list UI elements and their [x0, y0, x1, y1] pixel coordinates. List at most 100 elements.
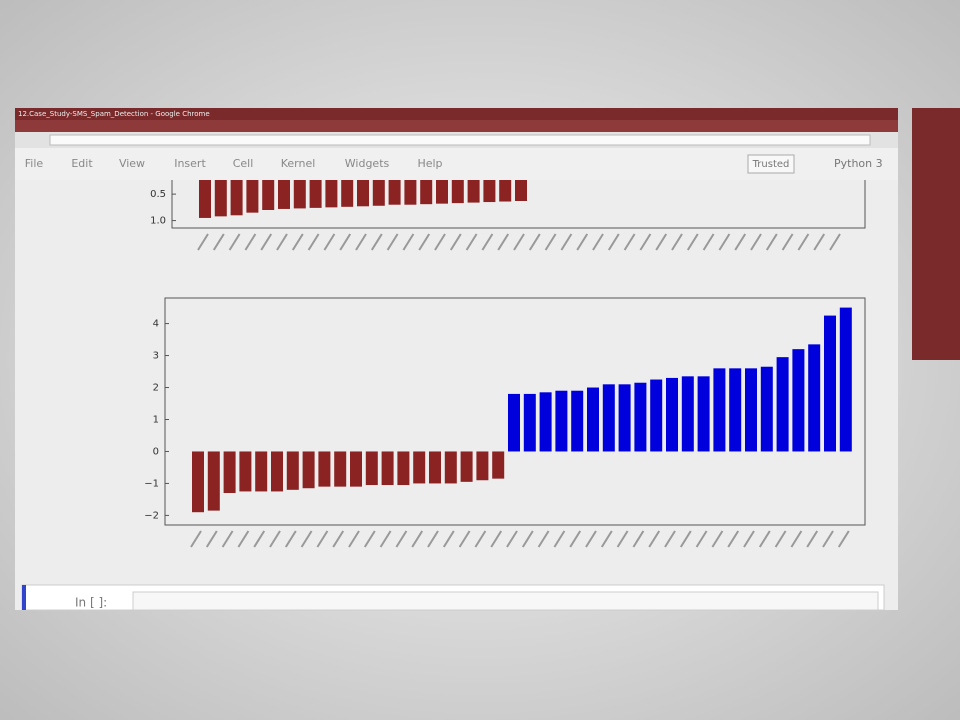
trusted-label: Trusted [752, 159, 790, 170]
bar [372, 180, 385, 206]
x-tick-label [711, 530, 724, 548]
x-tick-label [253, 530, 266, 548]
bar [318, 451, 331, 487]
x-tick-label [822, 530, 834, 548]
x-tick-label [332, 530, 345, 548]
x-tick-label [339, 233, 352, 251]
x-tick-label [790, 530, 803, 548]
x-tick-label [244, 233, 257, 251]
x-tick-label [695, 530, 708, 548]
x-tick-label [458, 530, 471, 548]
bar [776, 357, 789, 452]
x-tick-label [639, 233, 652, 251]
url-field[interactable] [49, 134, 871, 146]
bar [476, 451, 489, 481]
x-tick-label [205, 530, 218, 548]
bar [523, 393, 536, 452]
menu-item[interactable]: Insert [174, 157, 206, 170]
bar [207, 451, 220, 511]
bar [381, 451, 394, 486]
x-tick-label [370, 233, 383, 251]
tab-strip [15, 120, 898, 132]
x-tick-label [632, 530, 645, 548]
bar [397, 451, 410, 486]
cell-input[interactable] [132, 591, 879, 611]
bar [302, 451, 315, 489]
bar [713, 368, 726, 452]
bar [262, 180, 275, 210]
x-tick-label [513, 233, 525, 251]
x-tick-label [395, 530, 408, 548]
cell-prompt: In [ ]: [75, 596, 107, 610]
x-tick-label [774, 530, 787, 548]
bar [325, 180, 338, 208]
bar [357, 180, 369, 207]
x-tick-label [616, 530, 629, 548]
y-tick-label: −1.0 [142, 216, 166, 227]
x-tick-label [585, 530, 597, 548]
bar [634, 382, 647, 452]
x-tick-label [276, 233, 288, 251]
menu-item[interactable]: Widgets [345, 157, 390, 170]
bar [571, 390, 584, 452]
y-tick-label: −1 [144, 478, 159, 489]
bar [199, 180, 211, 218]
x-tick-label [291, 233, 304, 251]
bar [499, 180, 512, 202]
x-tick-label [734, 233, 747, 251]
x-tick-label [348, 530, 360, 548]
bar [483, 180, 496, 203]
bar [278, 180, 290, 209]
bar [745, 368, 757, 452]
x-tick-label [750, 233, 762, 251]
kernel-name: Python 3 [834, 157, 883, 170]
y-tick-label: 0 [153, 446, 159, 457]
bar [808, 344, 821, 452]
x-tick-label [600, 530, 613, 548]
menu-item[interactable]: Kernel [281, 157, 316, 170]
bar [681, 376, 694, 452]
menu-item[interactable]: Edit [71, 157, 93, 170]
menu-item[interactable]: View [119, 157, 145, 170]
side-panel [912, 108, 960, 360]
x-tick-label [806, 530, 819, 548]
x-tick-label [323, 233, 336, 251]
bar [388, 180, 401, 205]
menu-item[interactable]: Help [417, 157, 442, 170]
bar [239, 451, 252, 492]
bar [404, 180, 417, 205]
bar [760, 366, 773, 452]
y-tick-label: −0.5 [142, 189, 166, 200]
bar [729, 368, 742, 452]
bar [334, 451, 347, 487]
bar [444, 451, 457, 484]
x-tick-label [743, 530, 755, 548]
x-tick-label [442, 530, 455, 548]
bar [587, 387, 599, 452]
bar [697, 376, 710, 452]
bar [515, 180, 527, 201]
menu-item[interactable]: Cell [233, 157, 254, 170]
x-tick-label [813, 233, 826, 251]
chart: −1.0 −0.5 [142, 180, 866, 229]
bar [555, 390, 568, 452]
x-tick-label [386, 233, 399, 251]
bar [223, 451, 236, 494]
x-tick-label [307, 233, 320, 251]
bar [309, 180, 322, 208]
x-tick-label [797, 233, 810, 251]
x-tick-label [686, 233, 699, 251]
menu-item[interactable]: File [25, 157, 44, 170]
x-tick-label [221, 530, 234, 548]
x-tick-label [837, 530, 850, 548]
bar [230, 180, 243, 216]
x-tick-label [623, 233, 636, 251]
trusted-button[interactable] [747, 154, 795, 174]
bar [350, 451, 362, 487]
bar [451, 180, 464, 204]
x-tick-label [411, 530, 424, 548]
x-tick-label [481, 233, 494, 251]
x-tick-label [655, 233, 668, 251]
